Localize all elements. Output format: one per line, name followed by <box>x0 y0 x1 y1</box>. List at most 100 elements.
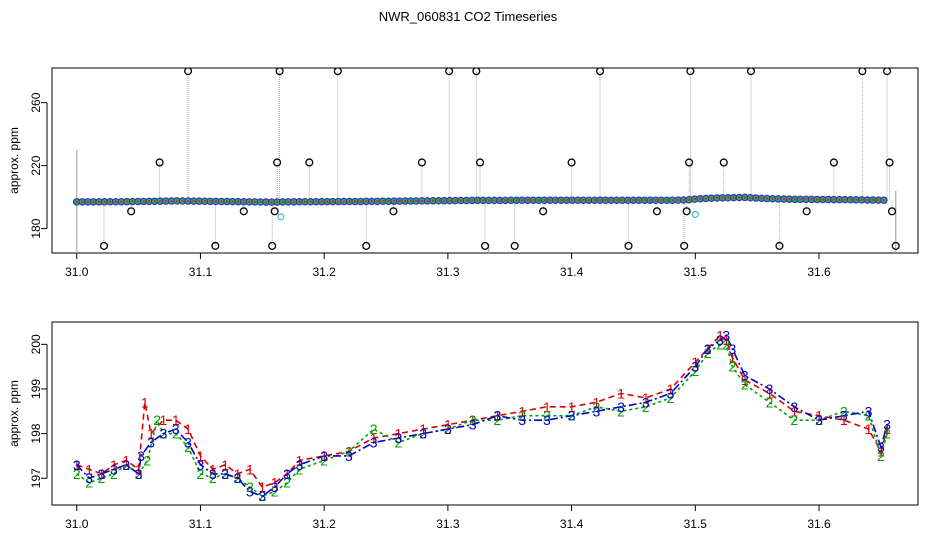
baseline-point-core <box>509 199 513 202</box>
series-marker-1: 1 <box>345 443 353 459</box>
y-tick-label: 197 <box>29 468 43 488</box>
series-marker-3: 3 <box>704 341 712 357</box>
series-marker-1: 1 <box>370 430 378 446</box>
series-marker-2: 2 <box>741 376 749 392</box>
baseline-point-core <box>264 200 268 204</box>
series-marker-2: 2 <box>283 475 291 491</box>
series-marker-1: 1 <box>691 354 699 370</box>
series-marker-3: 3 <box>122 457 130 473</box>
spike-point <box>480 241 490 250</box>
y-tick-label: 180 <box>29 218 43 238</box>
series-marker-2: 2 <box>493 412 501 428</box>
spike-point <box>184 68 193 76</box>
baseline-point-core <box>225 200 229 203</box>
series-marker-3: 3 <box>543 412 551 428</box>
x-tick-label: 31.5 <box>684 517 708 531</box>
series-marker-2: 2 <box>98 470 106 486</box>
baseline-point-core <box>381 200 385 203</box>
spike-point <box>239 207 248 216</box>
series-marker-1: 1 <box>729 350 737 366</box>
series-marker-3: 3 <box>790 399 798 415</box>
spike-point <box>305 158 314 167</box>
series-marker-2: 2 <box>197 466 205 482</box>
baseline-point-core <box>459 199 463 202</box>
baseline-point-core <box>598 199 602 202</box>
spike-point <box>746 68 756 76</box>
baseline-point-core <box>621 199 624 202</box>
baseline-point-core <box>726 196 730 199</box>
baseline-point-core <box>587 199 591 202</box>
baseline-point-core <box>108 200 112 203</box>
baseline-point-core <box>721 196 724 200</box>
baseline-point-core <box>671 199 674 202</box>
baseline-point-core <box>648 199 652 202</box>
baseline-point-core <box>153 200 156 203</box>
spike-point <box>275 68 284 76</box>
series-marker-1: 1 <box>883 421 891 437</box>
spike-point <box>596 68 605 76</box>
baseline-point-core <box>493 199 496 202</box>
series-marker-1: 1 <box>865 421 873 437</box>
series-marker-1: 1 <box>98 466 106 482</box>
series-marker-2: 2 <box>543 408 551 424</box>
series-marker-3: 3 <box>345 448 353 464</box>
series-marker-2: 2 <box>234 470 242 486</box>
series-marker-3: 3 <box>184 435 192 451</box>
series-marker-1: 1 <box>642 390 650 406</box>
baseline-point-core <box>481 199 485 202</box>
baseline-point-core <box>448 199 451 202</box>
baseline-point-core <box>454 199 457 202</box>
series-marker-2: 2 <box>883 426 891 442</box>
series-line-1 <box>76 334 888 489</box>
baseline-point-core <box>749 196 752 199</box>
series-marker-3: 3 <box>518 412 526 428</box>
series-line-3 <box>76 334 888 497</box>
series-marker-3: 3 <box>617 399 625 415</box>
series-marker-2: 2 <box>271 484 279 500</box>
spike-point <box>362 241 371 250</box>
baseline-point-core <box>782 197 785 201</box>
series-marker-3: 3 <box>716 332 724 348</box>
series-marker-1: 1 <box>815 408 823 424</box>
series-marker-2: 2 <box>246 479 254 495</box>
baseline-point-core <box>92 200 95 204</box>
series-marker-2: 2 <box>122 457 130 473</box>
baseline-point-core <box>682 198 685 202</box>
series-marker-3: 3 <box>197 457 205 473</box>
chart-title: NWR_060831 CO2 Timeseries <box>378 9 558 24</box>
spike-point <box>333 68 342 76</box>
baseline-point-core <box>170 199 173 203</box>
series-marker-2: 2 <box>667 390 675 406</box>
spike-point <box>539 207 548 216</box>
baseline-point-core <box>309 200 312 203</box>
series-marker-3: 3 <box>234 470 242 486</box>
series-marker-3: 3 <box>137 448 145 464</box>
baseline-point-core <box>604 199 607 202</box>
baseline-point-core <box>777 197 780 201</box>
series-marker-3: 3 <box>271 479 279 495</box>
baseline-point-core <box>203 200 206 203</box>
baseline-point-core <box>142 200 145 203</box>
series-marker-3: 3 <box>172 421 180 437</box>
series-marker-2: 2 <box>592 399 600 415</box>
baseline-point-core <box>526 199 529 202</box>
series-marker-2: 2 <box>221 466 229 482</box>
baseline-point-core <box>242 200 245 203</box>
top-panel: 31.0 31.1 31.2 31.3 31.4 31.5 31.6 180 220 260 app… <box>7 67 919 279</box>
series-marker-1: 1 <box>246 461 254 477</box>
baseline-point-core <box>476 199 479 202</box>
series-marker-2: 2 <box>815 412 823 428</box>
x-tick-label: 31.0 <box>65 265 89 279</box>
series-marker-2: 2 <box>722 336 730 352</box>
baseline-point-core <box>504 199 507 202</box>
spike-point <box>652 207 662 216</box>
baseline-point-core <box>270 200 273 204</box>
series-marker-1: 1 <box>704 341 712 357</box>
baseline-point-core <box>487 199 490 202</box>
spike-point <box>719 158 728 167</box>
series-marker-3: 3 <box>568 408 576 424</box>
series-marker-3: 3 <box>722 327 730 343</box>
baseline-point-core <box>303 200 307 203</box>
baseline-point-core <box>704 197 708 200</box>
